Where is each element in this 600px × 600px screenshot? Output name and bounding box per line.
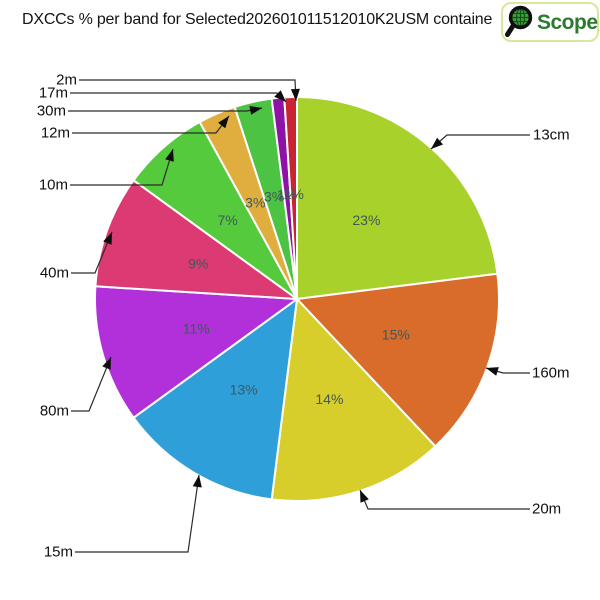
pie-slice-80m [94, 285, 298, 419]
pie-slice-20m [270, 298, 437, 502]
callout-arrow-160m [486, 367, 499, 376]
logo-name: Scope [537, 10, 598, 34]
callout-line-80m [71, 356, 112, 412]
percent-label-20m: 14% [315, 391, 343, 407]
percent-label-2m: 1% [284, 186, 304, 202]
percent-label-160m: 15% [382, 327, 410, 343]
callouts-group [68, 79, 530, 553]
callout-arrow-13cm [431, 137, 443, 149]
callout-line-10m [70, 148, 174, 186]
percent-label-40m: 9% [188, 255, 208, 271]
percent-label-10m: 7% [217, 212, 237, 228]
slices-group [94, 96, 500, 502]
callout-arrow-30m [249, 105, 262, 115]
callout-arrow-40m [103, 232, 112, 245]
band-label-15m: 15m [44, 544, 73, 561]
magnifier-globe-icon [504, 5, 533, 38]
band-label-2m: 2m [56, 72, 77, 89]
percent-label-80m: 11% [183, 320, 210, 336]
band-label-10m: 10m [39, 177, 68, 194]
percent-label-12m: 3% [245, 195, 265, 211]
callout-line-15m [75, 474, 200, 553]
callout-line-13cm [430, 134, 530, 150]
callout-arrow-2m [290, 88, 300, 101]
percent-label-13cm: 23% [352, 212, 380, 228]
logo-tld: .org [598, 24, 600, 34]
band-label-20m: 20m [532, 501, 561, 518]
band-label-30m: 30m [37, 103, 66, 120]
pie-slice-15m [132, 298, 298, 501]
pie-slice-13cm [296, 96, 499, 300]
band-label-17m: 17m [39, 85, 68, 102]
band-label-40m: 40m [40, 265, 69, 282]
percent-label-15m: 13% [230, 381, 258, 397]
band-label-80m: 80m [40, 403, 69, 420]
callout-arrow-15m [192, 475, 202, 488]
callout-arrow-12m [218, 116, 229, 129]
callout-line-17m [70, 92, 287, 103]
callout-arrow-80m [102, 357, 111, 370]
chart-title: DXCCs % per band for Selected20260101151… [22, 11, 493, 28]
band-label-13cm: 13cm [533, 127, 570, 144]
percent-labels-group: 23%15%14%13%11%9%7%3%3%1%1% [183, 186, 410, 407]
callout-arrow-10m [165, 149, 174, 162]
callout-line-2m [79, 79, 297, 102]
percent-label-17m: 1% [277, 187, 297, 203]
band-label-160m: 160m [532, 365, 570, 382]
callout-line-20m [359, 489, 530, 510]
callout-arrow-20m [360, 490, 369, 503]
band-label-12m: 12m [41, 125, 70, 142]
qscope-logo[interactable]: Scope.org [501, 2, 600, 42]
pie-slice-160m [296, 272, 500, 448]
callout-arrow-17m [274, 90, 286, 102]
pie-slice-40m [94, 179, 298, 300]
callout-line-40m [71, 231, 113, 274]
percent-label-30m: 3% [264, 189, 284, 205]
